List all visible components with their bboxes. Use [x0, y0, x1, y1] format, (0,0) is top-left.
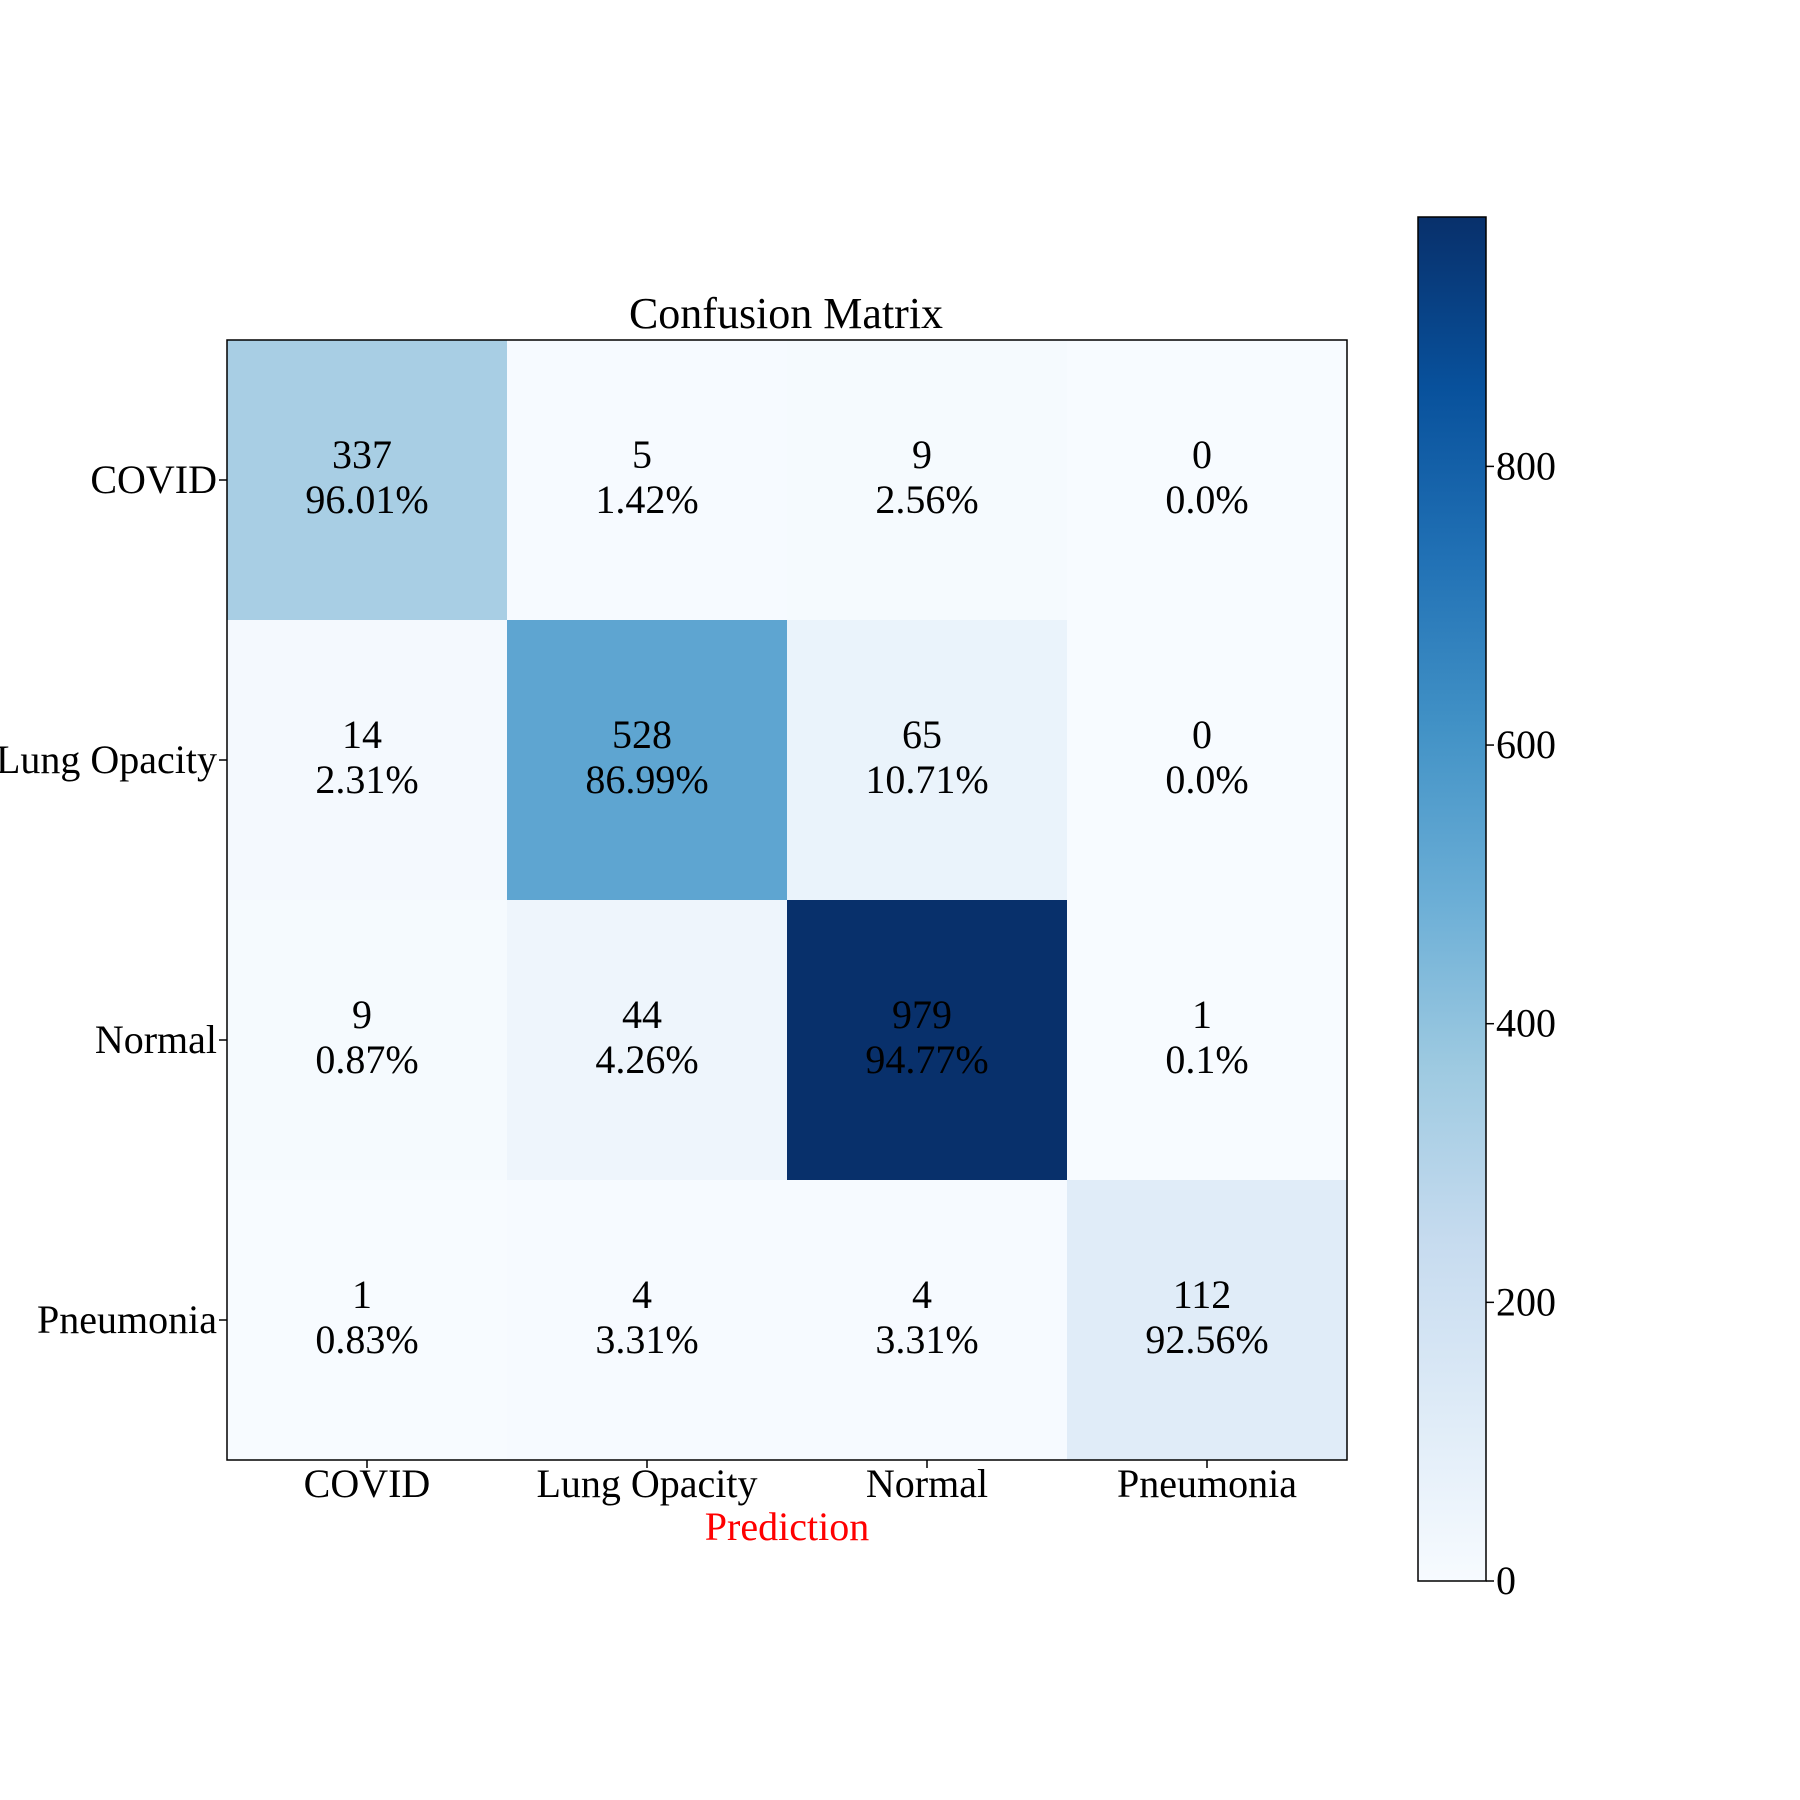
x-tick-label: COVID: [304, 1461, 431, 1506]
cell-count-label: 5: [632, 432, 652, 477]
colorbar-tick-label: 800: [1496, 443, 1556, 488]
cell-count-label: 9: [352, 992, 372, 1037]
cell-percent-label: 3.31%: [595, 1317, 698, 1362]
heatmap-cell: [1067, 620, 1347, 900]
chart-title: Confusion Matrix: [629, 289, 943, 338]
y-tick-label: Pneumonia: [37, 1297, 217, 1342]
colorbar-tick-label: 600: [1496, 722, 1556, 767]
colorbar-tick-label: 200: [1496, 1279, 1556, 1324]
cell-percent-label: 3.31%: [875, 1317, 978, 1362]
heatmap-cell: [787, 1180, 1067, 1460]
cell-percent-label: 0.1%: [1165, 1037, 1248, 1082]
cell-count-label: 4: [632, 1272, 652, 1317]
x-tick-label: Pneumonia: [1117, 1461, 1297, 1506]
colorbar: [1417, 216, 1487, 1582]
cell-count-label: 14: [342, 712, 382, 757]
plot-frame: [226, 339, 1348, 1461]
cell-percent-label: 1.42%: [595, 477, 698, 522]
heatmap-cell: [1067, 900, 1347, 1180]
cell-percent-label: 94.77%: [865, 1037, 988, 1082]
heatmap-cell: [227, 620, 507, 900]
cell-percent-label: 96.01%: [305, 477, 428, 522]
cell-percent-label: 0.0%: [1165, 477, 1248, 522]
cell-count-label: 979: [892, 992, 952, 1037]
heatmap-cell: [1067, 1180, 1347, 1460]
cell-count-label: 65: [902, 712, 942, 757]
cell-percent-label: 0.83%: [315, 1317, 418, 1362]
heatmap-cell: [227, 1180, 507, 1460]
cell-count-label: 1: [1192, 992, 1212, 1037]
heatmap-cell: [1067, 340, 1347, 620]
cell-count-label: 0: [1192, 712, 1212, 757]
y-tick-label: COVID: [90, 457, 217, 502]
cell-count-label: 112: [1173, 1272, 1232, 1317]
cell-count-label: 9: [912, 432, 932, 477]
colorbar-tick-label: 400: [1496, 1001, 1556, 1046]
cell-count-label: 528: [612, 712, 672, 757]
cell-percent-label: 92.56%: [1145, 1317, 1268, 1362]
x-tick-label: Lung Opacity: [536, 1461, 757, 1506]
heatmap-cell: [227, 340, 507, 620]
colorbar-tick-label: 0: [1496, 1558, 1516, 1603]
y-tick-label: Lung Opacity: [0, 737, 217, 782]
y-tick-label: Normal: [95, 1017, 217, 1062]
cell-count-label: 4: [912, 1272, 932, 1317]
cell-count-label: 337: [332, 432, 392, 477]
heatmap-cell: [787, 340, 1067, 620]
cell-percent-label: 0.0%: [1165, 757, 1248, 802]
cell-count-label: 1: [352, 1272, 372, 1317]
cell-percent-label: 86.99%: [585, 757, 708, 802]
cell-percent-label: 2.31%: [315, 757, 418, 802]
heatmap-cell: [227, 900, 507, 1180]
cell-percent-label: 4.26%: [595, 1037, 698, 1082]
heatmap-cell: [507, 340, 787, 620]
cell-percent-label: 10.71%: [865, 757, 988, 802]
heatmap-cell: [787, 900, 1067, 1180]
cell-percent-label: 0.87%: [315, 1037, 418, 1082]
x-tick-label: Normal: [866, 1461, 988, 1506]
cell-count-label: 44: [622, 992, 662, 1037]
cell-percent-label: 2.56%: [875, 477, 978, 522]
heatmap-cell: [507, 1180, 787, 1460]
cell-count-label: 0: [1192, 432, 1212, 477]
heatmap-cell: [787, 620, 1067, 900]
heatmap-cell: [507, 900, 787, 1180]
x-axis-label: Prediction: [705, 1504, 869, 1549]
heatmap-cell: [507, 620, 787, 900]
